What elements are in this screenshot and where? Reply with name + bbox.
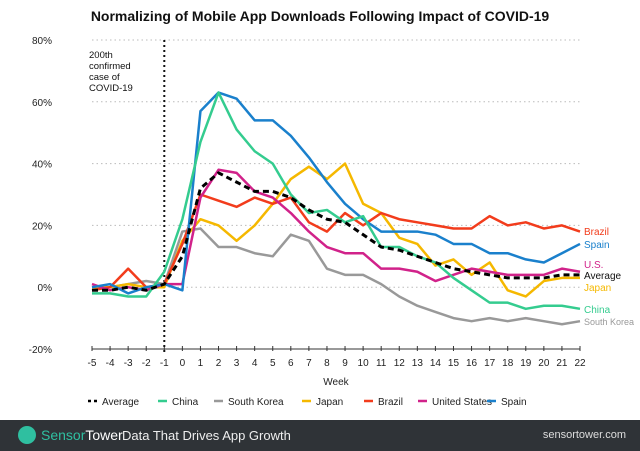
- end-label: U.S.: [584, 260, 603, 271]
- x-tick-label: 6: [288, 358, 294, 369]
- end-label: Average: [584, 271, 622, 282]
- chart-title: Normalizing of Mobile App Downloads Foll…: [90, 8, 550, 24]
- sensortower-logo-icon: [18, 426, 36, 444]
- annotation-text: case of: [89, 72, 120, 83]
- series-line-united-states: [91, 168, 581, 292]
- x-tick-label: 1: [198, 358, 204, 369]
- x-tick-label: -5: [88, 358, 97, 369]
- x-tick-label: 13: [412, 358, 424, 369]
- x-axis-title: Week: [323, 377, 349, 388]
- x-tick-label: 8: [324, 358, 330, 369]
- x-tick-label: 11: [376, 358, 387, 369]
- end-label: South Korea: [584, 317, 634, 327]
- y-tick-label: 60%: [32, 98, 52, 109]
- annotation-text: COVID-19: [89, 83, 133, 94]
- x-tick-label: -1: [160, 358, 169, 369]
- x-tick-label: 14: [430, 358, 442, 369]
- x-tick-label: 20: [538, 358, 550, 369]
- brand-sensor: Sensor: [41, 427, 86, 443]
- series-line-average: [92, 171, 580, 292]
- series-line-brazil: [91, 193, 581, 292]
- axes: -20%0%20%40%60%80%-5 -4 -3 -2 -1 0 1 2 3 4 5 6 7 8 9 10…: [29, 36, 586, 388]
- sensortower-logo: SensorTower: [18, 426, 123, 444]
- legend-label: South Korea: [228, 397, 284, 408]
- end-label: Japan: [584, 283, 611, 294]
- x-tick-label: 15: [448, 358, 460, 369]
- x-tick-label: 22: [574, 358, 586, 369]
- x-tick-label: 2: [216, 358, 222, 369]
- x-tick-label: 18: [502, 358, 514, 369]
- end-label: China: [584, 305, 611, 316]
- tagline: Data That Drives App Growth: [122, 428, 291, 443]
- x-tick-label: 17: [484, 358, 496, 369]
- site-link[interactable]: sensortower.com: [542, 429, 626, 441]
- legend-label: United States: [432, 397, 492, 408]
- series-line-south-korea: [92, 227, 581, 326]
- x-tick-label: -3: [124, 358, 133, 369]
- legend-label: China: [172, 397, 199, 408]
- legend-label: Japan: [316, 397, 343, 408]
- x-tick-label: 7: [306, 358, 312, 369]
- annotation-text: confirmed: [89, 61, 131, 72]
- series-line-spain: [91, 91, 581, 295]
- y-tick-label: 80%: [32, 36, 52, 47]
- footer-bar: SensorTower Data That Drives App Growth …: [0, 420, 640, 451]
- x-tick-label: 4: [252, 358, 258, 369]
- series-line-china: [92, 91, 581, 311]
- x-tick-label: 19: [520, 358, 532, 369]
- end-label: Spain: [584, 240, 610, 251]
- x-tick-label: 0: [180, 358, 186, 369]
- x-tick-label: -2: [142, 358, 151, 369]
- brand-tower: Tower: [85, 427, 123, 443]
- legend-label: Brazil: [378, 397, 403, 408]
- x-tick-label: 12: [394, 358, 406, 369]
- y-tick-label: 20%: [32, 221, 52, 232]
- y-tick-label: 0%: [38, 283, 53, 294]
- x-tick-label: 3: [234, 358, 240, 369]
- x-tick-label: 16: [466, 358, 478, 369]
- line-chart: -20%0%20%40%60%80%-5 -4 -3 -2 -1 0 1 2 3 4 5 6 7 8 9 10…: [29, 36, 634, 408]
- legend-label: Spain: [501, 397, 527, 408]
- legend: Average China South Korea Japan Brazil United…: [88, 397, 527, 408]
- x-tick-label: 21: [556, 358, 568, 369]
- x-tick-label: 5: [270, 358, 276, 369]
- series-lines: [91, 91, 581, 326]
- legend-label: Average: [102, 397, 140, 408]
- x-tick-label: -4: [106, 358, 115, 369]
- y-tick-label: -20%: [29, 345, 52, 356]
- annotation-text: 200th: [89, 50, 113, 61]
- y-tick-label: 40%: [32, 160, 52, 171]
- end-label: Brazil: [584, 227, 609, 238]
- x-tick-label: 9: [342, 358, 348, 369]
- x-tick-label: 10: [358, 358, 370, 369]
